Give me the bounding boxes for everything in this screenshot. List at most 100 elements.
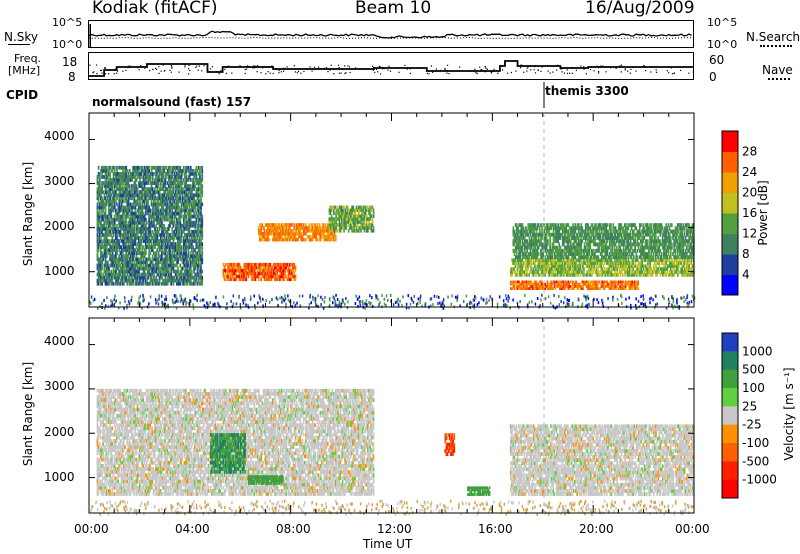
power-cell — [173, 165, 176, 170]
power-cell — [280, 237, 283, 242]
power-cell — [583, 280, 586, 284]
power-cell — [560, 282, 563, 286]
power-cell — [139, 236, 141, 240]
power-cell — [110, 211, 113, 216]
power-cell — [166, 257, 169, 262]
power-cell — [636, 285, 638, 288]
power-cell — [138, 227, 140, 231]
power-cell — [153, 199, 155, 204]
power-cell — [132, 263, 134, 268]
power-cell — [329, 220, 332, 224]
power-cell — [144, 257, 147, 262]
power-cell — [158, 165, 161, 170]
nave-point — [446, 69, 448, 72]
power-cell — [560, 267, 562, 271]
power-cell — [691, 267, 694, 271]
power-cell — [682, 270, 685, 274]
power-cell — [159, 217, 162, 222]
power-cell — [144, 178, 147, 182]
power-cell — [177, 205, 179, 210]
power-cell — [274, 268, 276, 273]
power-cell — [184, 208, 186, 213]
nave-point — [351, 68, 353, 70]
power-cell — [157, 211, 160, 216]
power-cell — [170, 254, 172, 259]
power-cell — [611, 287, 613, 290]
power-cell — [159, 239, 162, 243]
power-cell — [538, 264, 541, 268]
power-cell — [358, 214, 360, 218]
power-cell — [126, 260, 129, 265]
power-cell — [342, 205, 344, 210]
power-cell — [144, 266, 147, 271]
power-cell — [134, 236, 137, 240]
power-cell — [236, 274, 238, 279]
power-cell — [684, 273, 687, 277]
power-cell — [139, 190, 141, 194]
power-cell — [125, 257, 128, 262]
power-cell — [190, 196, 193, 201]
power-cell — [235, 274, 237, 279]
power-cell — [578, 282, 581, 286]
power-cell — [561, 264, 564, 268]
power-cell — [141, 169, 144, 173]
power-cell — [177, 257, 179, 262]
power-cell — [234, 277, 236, 282]
power-cell — [530, 264, 533, 268]
power-cell — [171, 275, 174, 280]
power-cell — [200, 208, 202, 213]
power-cell — [568, 270, 570, 274]
power-cell — [234, 262, 236, 267]
power-cell — [197, 217, 200, 222]
power-cell — [320, 232, 322, 236]
power-cell — [115, 248, 117, 252]
power-cell — [181, 169, 184, 173]
power-cell — [135, 165, 138, 170]
power-cell — [164, 248, 167, 252]
power-cell — [166, 172, 169, 176]
power-cell — [276, 235, 278, 239]
power-cell — [201, 260, 204, 265]
power-cell — [106, 184, 109, 188]
power-cell — [165, 214, 168, 219]
power-cell — [564, 264, 567, 268]
power-cell — [147, 230, 149, 234]
power-cell — [546, 261, 549, 265]
nave-point — [144, 67, 146, 69]
power-cell — [276, 232, 278, 236]
power-cell — [97, 181, 100, 185]
nave-point — [108, 69, 110, 71]
power-cell — [291, 271, 293, 276]
power-cell — [622, 285, 625, 288]
power-cell — [181, 254, 184, 259]
power-cell — [635, 285, 637, 288]
power-cell — [189, 278, 192, 283]
power-cell — [135, 227, 138, 231]
power-cell — [251, 277, 253, 282]
power-cell — [630, 267, 632, 271]
power-cell — [193, 205, 195, 210]
power-cell — [280, 271, 283, 276]
power-cell — [125, 248, 128, 252]
power-cell — [196, 236, 199, 240]
power-cell — [147, 208, 149, 213]
nave-point — [347, 65, 349, 67]
power-cell — [647, 264, 649, 268]
power-cell — [651, 273, 654, 277]
power-cell — [294, 265, 297, 270]
power-cell — [300, 235, 303, 239]
power-cell — [123, 181, 125, 185]
power-cell — [158, 278, 161, 283]
power-cell — [200, 269, 202, 274]
power-cell — [103, 175, 106, 179]
power-cell — [361, 223, 364, 227]
power-cell — [128, 281, 131, 286]
power-cell — [283, 265, 285, 270]
power-cell — [156, 211, 159, 216]
power-cell — [172, 181, 175, 185]
power-cell — [328, 229, 331, 233]
power-cell — [134, 233, 137, 237]
power-cell — [642, 264, 645, 268]
power-cell — [197, 208, 200, 213]
power-cell — [516, 267, 519, 271]
